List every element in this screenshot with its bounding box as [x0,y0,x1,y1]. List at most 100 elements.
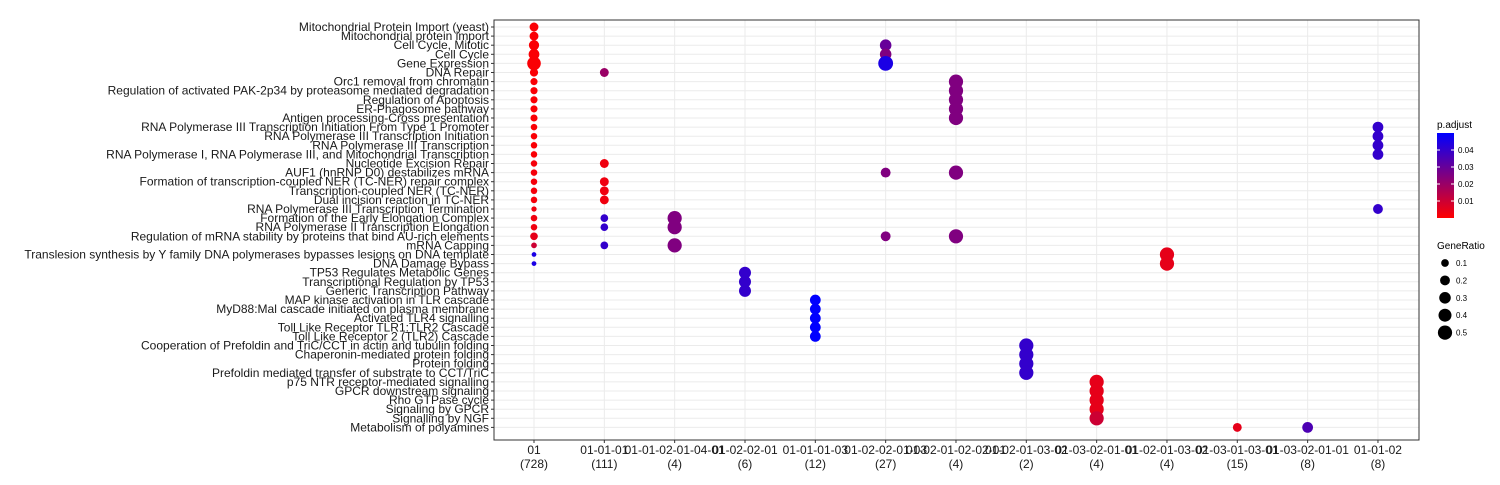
data-point [530,160,538,167]
y-tick-label: DNA Damage Bypass [373,257,489,271]
y-tick-label: mRNA Capping [406,238,489,252]
y-tick-label: Translesion synthesis by Y family DNA po… [24,248,489,262]
data-points [527,22,1384,433]
x-tick-count: (4) [1089,457,1104,471]
color-scale-label: 0.04 [1458,146,1474,155]
data-point [1089,411,1104,426]
data-point [530,96,538,104]
x-tick-count: (6) [738,457,753,471]
x-tick-count: (728) [520,457,548,471]
y-tick-label: Transcriptional Regulation by TP53 [302,275,489,289]
x-tick-count: (111) [591,457,617,471]
data-point [667,238,682,253]
y-tick-label: Activated TLR4 signalling [354,311,489,325]
y-tick-label: Formation of the Early Elongation Comple… [260,211,489,225]
data-point [809,321,821,333]
data-point [738,266,751,279]
y-tick-label: Transcription-coupled NER (TC-NER) [289,184,489,198]
size-legend: GeneRatio 0.1 0.2 0.3 0.4 0.5 [1437,241,1485,340]
y-tick-label: Signaling by GPCR [386,402,490,416]
data-point [530,123,538,131]
y-tick-label: Protein folding [412,357,489,371]
size-legend-label: 0.2 [1456,276,1468,285]
y-tick-label: Orc1 removal from chromatin [334,75,489,89]
data-point [530,151,538,158]
y-tick-label: AUF1 (hnRNP D0) destabilizes mRNA [285,166,489,180]
y-tick-label: Toll Like Receptor TLR1:TLR2 Cascade [278,320,490,334]
x-tick-label: 01 [527,443,541,457]
data-point [528,40,540,51]
y-tick-label: Gene Expression [397,56,489,70]
data-point [1372,139,1384,151]
data-point [1372,130,1384,142]
x-tick-label: 01-03-02-01-01 [1055,443,1138,457]
data-point [599,177,609,187]
y-tick-label: Metabolism of polyamines [350,420,489,434]
data-point [809,294,821,306]
x-tick-label: 01-01-01-03 [783,443,849,457]
x-tick-label: 01-02-01-03-02 [985,443,1068,457]
data-point [530,196,538,204]
y-tick-label: Cell Cycle [435,47,489,61]
data-point [809,331,821,342]
data-point [1232,422,1242,432]
data-point [599,186,609,196]
x-tick-label: 01-01-02 [1354,443,1402,457]
y-tick-label: Dual incision reaction in TC-NER [314,193,490,207]
x-axis-labels: 01(728)01-01-01(111)01-01-02-01-04-01(4)… [520,440,1402,471]
color-scale-bar [1437,133,1454,218]
data-point [738,275,751,288]
y-tick-label: RNA Polymerase III Transcription Initiat… [141,120,489,134]
data-point [528,48,540,60]
y-tick-label: Mitochondrial Protein Import (yeast) [299,20,489,34]
y-tick-label: Rho GTPase cycle [389,393,489,407]
y-tick-label: Chaperonin-mediated protein folding [295,348,489,362]
y-tick-label: Mitochondrial protein import [341,29,490,43]
data-point [809,312,821,324]
data-point [527,56,541,71]
x-tick-label: 01-02-01-02-02-01 [906,443,1006,457]
x-tick-count: (4) [949,457,964,471]
data-point [530,187,538,195]
size-legend-label: 0.4 [1456,311,1468,320]
data-point [531,242,537,249]
data-point [948,110,964,126]
y-tick-label: Cooperation of Prefoldin and TriC/CCT in… [141,339,489,353]
y-tick-label: Formation of transcription-coupled NER (… [140,175,489,189]
color-scale-label: 0.03 [1458,163,1474,172]
y-tick-label: Generic Transcription Pathway [326,284,489,298]
data-point [529,68,539,77]
data-point [530,214,538,222]
data-point [948,229,964,244]
data-point [948,165,964,180]
data-point [529,22,539,32]
x-tick-label: 01-01-01 [580,443,628,457]
x-tick-count: (4) [667,457,682,471]
y-tick-label: Regulation of mRNA stability by proteins… [131,229,489,243]
data-point [1159,256,1175,271]
y-tick-label: p75 NTR receptor-mediated signalling [287,375,489,389]
data-point [530,142,538,149]
data-point [530,178,538,185]
size-legend-title: GeneRatio [1437,241,1485,252]
x-tick-label: 01-01-02-01-04-01 [625,443,725,457]
size-legend-label: 0.5 [1456,329,1468,338]
data-point [1372,121,1384,133]
data-point [1019,365,1034,380]
data-point [530,105,538,113]
size-legend-label: 0.3 [1456,294,1468,303]
data-point [880,231,891,242]
data-point [599,159,609,168]
x-tick-count: (4) [1160,457,1175,471]
y-tick-label: Antigen processing-Cross presentation [282,111,489,125]
x-tick-count: (27) [875,457,896,471]
data-point [530,132,538,140]
data-point [600,241,609,250]
data-point [599,68,609,77]
size-legend-key [1438,308,1452,322]
color-scale-label: 0.01 [1458,197,1474,206]
panel-border [493,19,1420,441]
color-scale-label: 0.02 [1458,180,1474,189]
y-tick-label: Signalling by NGF [392,411,489,425]
